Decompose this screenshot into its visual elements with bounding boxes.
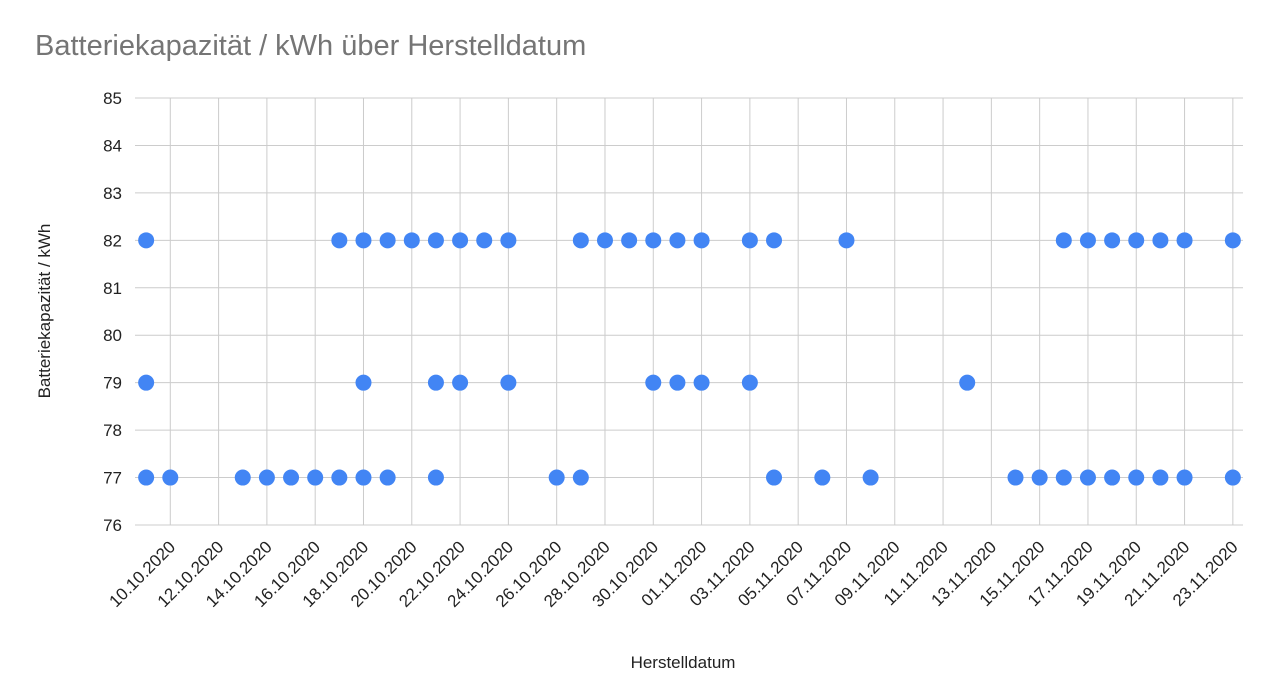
point	[1055, 232, 1072, 249]
point	[1224, 232, 1241, 249]
point	[572, 232, 589, 249]
point	[1079, 232, 1096, 249]
point	[741, 374, 758, 391]
point	[959, 374, 976, 391]
point	[138, 469, 155, 486]
point	[355, 469, 372, 486]
point	[500, 232, 517, 249]
point	[1055, 469, 1072, 486]
point	[693, 374, 710, 391]
point	[645, 374, 662, 391]
point	[379, 232, 396, 249]
point	[766, 469, 783, 486]
point	[234, 469, 251, 486]
point	[862, 469, 879, 486]
point	[500, 374, 517, 391]
point	[379, 469, 396, 486]
point	[331, 469, 348, 486]
point	[403, 232, 420, 249]
point	[452, 232, 469, 249]
y-tick-label: 83	[103, 184, 122, 203]
point	[307, 469, 324, 486]
y-tick-label: 77	[103, 469, 122, 488]
point	[162, 469, 179, 486]
y-tick-label: 82	[103, 231, 122, 250]
point	[1031, 469, 1048, 486]
y-tick-label: 84	[103, 136, 122, 155]
point	[1152, 469, 1169, 486]
point	[669, 232, 686, 249]
y-tick-label: 85	[103, 89, 122, 108]
point	[355, 374, 372, 391]
point	[331, 232, 348, 249]
point	[1128, 232, 1145, 249]
point	[1128, 469, 1145, 486]
point	[669, 374, 686, 391]
point	[548, 469, 565, 486]
point	[427, 374, 444, 391]
chart-title: Batteriekapazität / kWh über Herstelldat…	[35, 30, 586, 62]
y-tick-label: 76	[103, 516, 122, 535]
point	[1176, 469, 1193, 486]
point	[258, 469, 275, 486]
point	[1079, 469, 1096, 486]
point	[596, 232, 613, 249]
point	[1176, 232, 1193, 249]
point	[693, 232, 710, 249]
point	[452, 374, 469, 391]
point	[572, 469, 589, 486]
point	[741, 232, 758, 249]
point	[1152, 232, 1169, 249]
y-tick-label: 81	[103, 279, 122, 298]
y-tick-label: 80	[103, 326, 122, 345]
point	[1104, 469, 1121, 486]
point	[814, 469, 831, 486]
x-axis-label: Herstelldatum	[631, 653, 736, 672]
y-axis-label: Batteriekapazität / kWh	[35, 224, 54, 399]
y-tick-label: 79	[103, 374, 122, 393]
point	[645, 232, 662, 249]
point	[138, 232, 155, 249]
point	[476, 232, 493, 249]
point	[838, 232, 855, 249]
point	[283, 469, 300, 486]
point	[766, 232, 783, 249]
point	[427, 469, 444, 486]
point	[427, 232, 444, 249]
point	[355, 232, 372, 249]
point	[1007, 469, 1024, 486]
point	[138, 374, 155, 391]
y-tick-label: 78	[103, 421, 122, 440]
point	[1104, 232, 1121, 249]
point	[621, 232, 638, 249]
point	[1224, 469, 1241, 486]
